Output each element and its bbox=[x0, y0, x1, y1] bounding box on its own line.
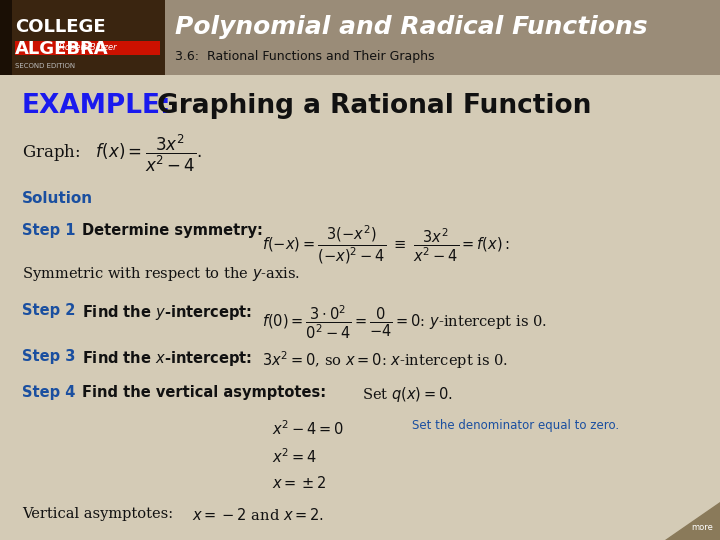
Text: Step 4: Step 4 bbox=[22, 385, 76, 400]
Text: Set $q(x) = 0.$: Set $q(x) = 0.$ bbox=[362, 385, 453, 404]
Text: Symmetric with respect to the $y$-axis.: Symmetric with respect to the $y$-axis. bbox=[22, 265, 300, 283]
Text: $f(-x) = \dfrac{3(-x^2)}{(-x)^2 - 4}\ \equiv\ \dfrac{3x^2}{x^2-4} = f(x):$: $f(-x) = \dfrac{3(-x^2)}{(-x)^2 - 4}\ \e… bbox=[262, 223, 510, 266]
Text: Robert Blitzer: Robert Blitzer bbox=[59, 44, 117, 52]
Text: $f(0) = \dfrac{3 \cdot 0^2}{0^2 - 4} = \dfrac{0}{-4} = 0$: $y$-intercept is 0.: $f(0) = \dfrac{3 \cdot 0^2}{0^2 - 4} = \… bbox=[262, 303, 546, 341]
Text: Set the denominator equal to zero.: Set the denominator equal to zero. bbox=[412, 419, 619, 432]
Text: $x = \pm 2$: $x = \pm 2$ bbox=[272, 475, 327, 491]
Bar bbox=[0, 75, 720, 540]
Text: $x^2 = 4$: $x^2 = 4$ bbox=[272, 447, 317, 465]
Bar bbox=[15, 41, 160, 55]
Bar bbox=[0, 0, 165, 75]
Text: Graph:   $f(x) = \dfrac{3x^2}{x^2 - 4}.$: Graph: $f(x) = \dfrac{3x^2}{x^2 - 4}.$ bbox=[22, 133, 202, 174]
Text: $x = -2$ and $x = 2.$: $x = -2$ and $x = 2.$ bbox=[192, 507, 324, 523]
Text: Determine symmetry:: Determine symmetry: bbox=[82, 223, 263, 238]
Text: 3.6:  Rational Functions and Their Graphs: 3.6: Rational Functions and Their Graphs bbox=[175, 50, 434, 63]
Text: $3x^2 = 0$, so $x = 0$: $x$-intercept is 0.: $3x^2 = 0$, so $x = 0$: $x$-intercept is… bbox=[262, 349, 508, 370]
Text: SECOND EDITION: SECOND EDITION bbox=[15, 63, 75, 69]
Text: Find the $y$-intercept:: Find the $y$-intercept: bbox=[82, 303, 252, 322]
Text: Find the vertical asymptotes:: Find the vertical asymptotes: bbox=[82, 385, 326, 400]
Text: ALGEBRA: ALGEBRA bbox=[15, 40, 109, 58]
Text: $x^2 - 4 = 0$: $x^2 - 4 = 0$ bbox=[272, 419, 344, 438]
Text: more: more bbox=[691, 523, 713, 532]
Polygon shape bbox=[665, 502, 720, 540]
Text: Step 2: Step 2 bbox=[22, 303, 76, 318]
Text: Step 1: Step 1 bbox=[22, 223, 76, 238]
Bar bbox=[0, 0, 12, 75]
Text: Step 3: Step 3 bbox=[22, 349, 76, 364]
Bar bbox=[0, 0, 720, 75]
Text: Solution: Solution bbox=[22, 191, 93, 206]
Text: Find the $x$-intercept:: Find the $x$-intercept: bbox=[82, 349, 252, 368]
Text: Graphing a Rational Function: Graphing a Rational Function bbox=[157, 93, 591, 119]
Text: EXAMPLE:: EXAMPLE: bbox=[22, 93, 171, 119]
Text: Vertical asymptotes:: Vertical asymptotes: bbox=[22, 507, 173, 521]
Text: COLLEGE: COLLEGE bbox=[15, 18, 106, 36]
Text: Polynomial and Radical Functions: Polynomial and Radical Functions bbox=[175, 15, 647, 39]
